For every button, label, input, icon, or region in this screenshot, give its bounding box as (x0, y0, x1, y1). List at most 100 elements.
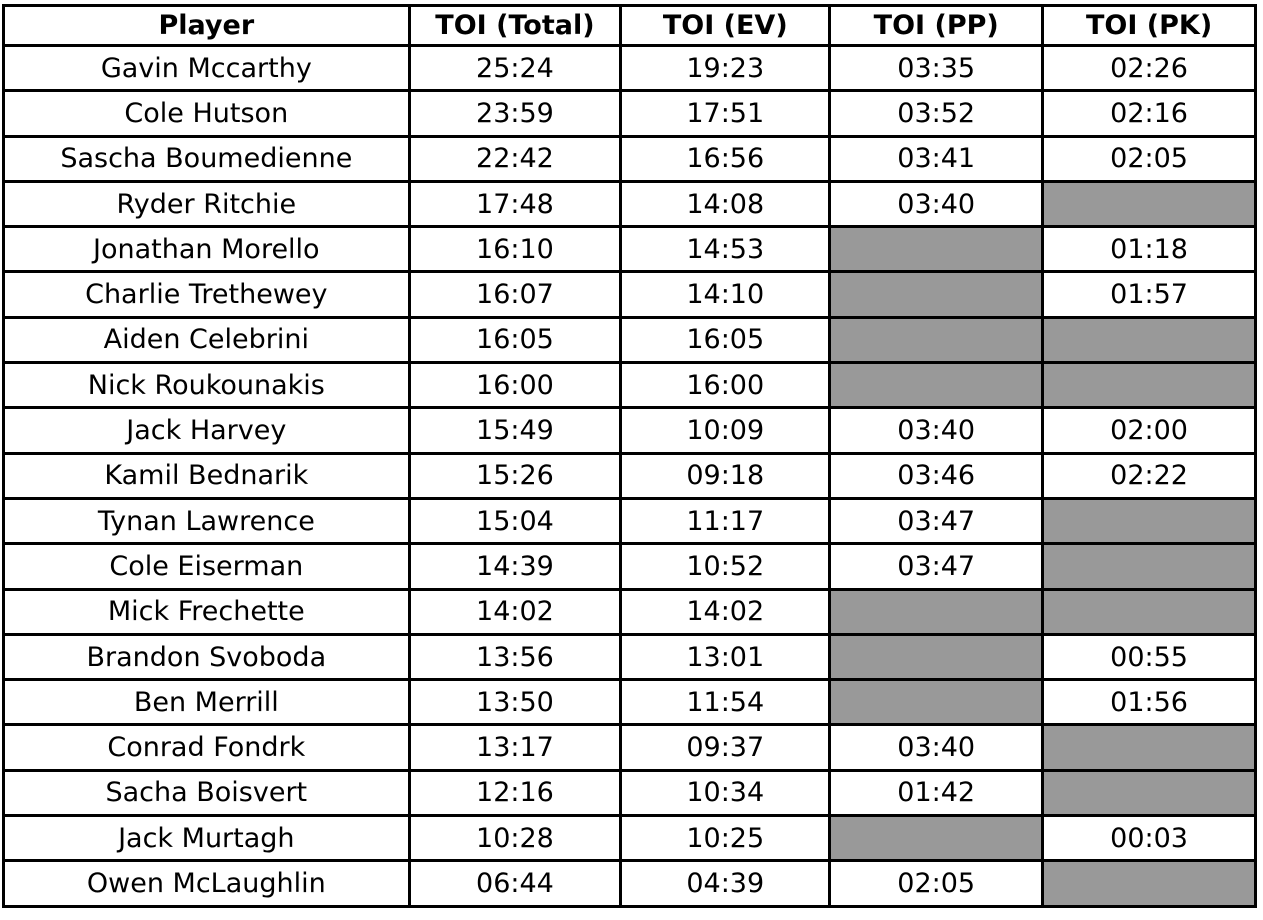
table-row: Owen McLaughlin 06:44 04:39 02:05 (2, 859, 1257, 908)
table-row: Jack Harvey 15:49 10:09 03:40 02:00 (2, 406, 1257, 455)
toi-total-cell: 14:39 (407, 542, 623, 591)
toi-total-cell: 15:26 (407, 451, 623, 500)
toi-ev-cell: 11:17 (619, 496, 832, 546)
toi-ev-cell: 11:54 (619, 678, 832, 727)
toi-pk-cell: 02:22 (1041, 451, 1257, 500)
toi-ev-cell: 10:25 (619, 814, 832, 863)
toi-ev-cell: 16:56 (619, 134, 832, 183)
player-name-cell: Mick Frechette (2, 587, 411, 636)
table-row: Brandon Svoboda 13:56 13:01 00:55 (2, 632, 1257, 682)
player-name-cell: Tynan Lawrence (2, 496, 411, 546)
column-header-toi-ev: TOI (EV) (619, 4, 832, 47)
player-name-cell: Sascha Boumedienne (2, 134, 411, 183)
toi-ev-cell: 14:10 (619, 270, 832, 319)
toi-pp-cell: 03:41 (828, 134, 1045, 183)
toi-pp-cell: 03:47 (828, 542, 1045, 591)
toi-pk-cell: 02:16 (1041, 89, 1257, 138)
toi-table-body: Gavin Mccarthy 25:24 19:23 03:35 02:26 C… (2, 43, 1257, 908)
toi-total-cell: 16:07 (407, 270, 623, 319)
toi-pp-cell (828, 270, 1045, 319)
toi-pp-cell (828, 814, 1045, 863)
player-name-cell: Sacha Boisvert (2, 768, 411, 818)
toi-pp-cell (828, 315, 1045, 365)
toi-total-cell: 14:02 (407, 587, 623, 636)
toi-total-cell: 16:05 (407, 315, 623, 365)
column-header-toi-total: TOI (Total) (407, 4, 623, 47)
toi-pp-cell: 02:05 (828, 859, 1045, 908)
toi-ev-cell: 13:01 (619, 632, 832, 682)
table-row: Gavin Mccarthy 25:24 19:23 03:35 02:26 (2, 43, 1257, 93)
toi-pp-cell: 03:47 (828, 496, 1045, 546)
toi-table: Player TOI (Total) TOI (EV) TOI (PP) TOI… (2, 4, 1257, 908)
toi-total-cell: 13:56 (407, 632, 623, 682)
player-name-cell: Brandon Svoboda (2, 632, 411, 682)
player-name-cell: Jack Harvey (2, 406, 411, 455)
toi-total-cell: 15:04 (407, 496, 623, 546)
column-header-toi-pk: TOI (PK) (1041, 4, 1257, 47)
player-name-cell: Nick Roukounakis (2, 361, 411, 410)
header-row: Player TOI (Total) TOI (EV) TOI (PP) TOI… (2, 4, 1257, 47)
toi-total-cell: 13:50 (407, 678, 623, 727)
table-row: Jack Murtagh 10:28 10:25 00:03 (2, 814, 1257, 863)
toi-pk-cell: 02:05 (1041, 134, 1257, 183)
toi-table-header: Player TOI (Total) TOI (EV) TOI (PP) TOI… (2, 4, 1257, 47)
toi-total-cell: 15:49 (407, 406, 623, 455)
toi-pp-cell: 03:52 (828, 89, 1045, 138)
table-row: Nick Roukounakis 16:00 16:00 (2, 361, 1257, 410)
toi-ev-cell: 17:51 (619, 89, 832, 138)
toi-pp-cell (828, 678, 1045, 727)
player-name-cell: Jack Murtagh (2, 814, 411, 863)
toi-pk-cell (1041, 723, 1257, 772)
table-row: Conrad Fondrk 13:17 09:37 03:40 (2, 723, 1257, 772)
toi-total-cell: 12:16 (407, 768, 623, 818)
toi-pk-cell: 01:57 (1041, 270, 1257, 319)
toi-ev-cell: 16:00 (619, 361, 832, 410)
toi-pk-cell: 00:55 (1041, 632, 1257, 682)
toi-pk-cell: 00:03 (1041, 814, 1257, 863)
table-row: Charlie Trethewey 16:07 14:10 01:57 (2, 270, 1257, 319)
toi-ev-cell: 14:02 (619, 587, 832, 636)
toi-total-cell: 25:24 (407, 43, 623, 93)
toi-pk-cell (1041, 768, 1257, 818)
toi-total-cell: 22:42 (407, 134, 623, 183)
toi-ev-cell: 10:34 (619, 768, 832, 818)
toi-pk-cell (1041, 315, 1257, 365)
toi-pp-cell (828, 632, 1045, 682)
table-row: Aiden Celebrini 16:05 16:05 (2, 315, 1257, 365)
toi-pk-cell (1041, 179, 1257, 229)
player-name-cell: Kamil Bednarik (2, 451, 411, 500)
toi-pp-cell: 03:35 (828, 43, 1045, 93)
toi-total-cell: 23:59 (407, 89, 623, 138)
toi-total-cell: 13:17 (407, 723, 623, 772)
toi-ev-cell: 09:18 (619, 451, 832, 500)
toi-pp-cell (828, 361, 1045, 410)
column-header-toi-pp: TOI (PP) (828, 4, 1045, 47)
column-header-player: Player (2, 4, 411, 47)
toi-pk-cell (1041, 496, 1257, 546)
toi-pk-cell: 02:00 (1041, 406, 1257, 455)
toi-ev-cell: 14:53 (619, 225, 832, 274)
table-row: Sascha Boumedienne 22:42 16:56 03:41 02:… (2, 134, 1257, 183)
player-name-cell: Conrad Fondrk (2, 723, 411, 772)
toi-pk-cell (1041, 587, 1257, 636)
toi-total-cell: 06:44 (407, 859, 623, 908)
toi-pk-cell: 01:56 (1041, 678, 1257, 727)
toi-pp-cell (828, 225, 1045, 274)
player-name-cell: Cole Hutson (2, 89, 411, 138)
table-row: Cole Hutson 23:59 17:51 03:52 02:16 (2, 89, 1257, 138)
table-row: Tynan Lawrence 15:04 11:17 03:47 (2, 496, 1257, 546)
player-name-cell: Ryder Ritchie (2, 179, 411, 229)
table-row: Sacha Boisvert 12:16 10:34 01:42 (2, 768, 1257, 818)
toi-pp-cell: 03:40 (828, 179, 1045, 229)
toi-ev-cell: 09:37 (619, 723, 832, 772)
toi-pk-cell: 02:26 (1041, 43, 1257, 93)
player-name-cell: Jonathan Morello (2, 225, 411, 274)
toi-pk-cell (1041, 361, 1257, 410)
toi-pk-cell (1041, 542, 1257, 591)
toi-pp-cell: 03:46 (828, 451, 1045, 500)
player-name-cell: Gavin Mccarthy (2, 43, 411, 93)
toi-total-cell: 10:28 (407, 814, 623, 863)
toi-total-cell: 16:10 (407, 225, 623, 274)
player-name-cell: Aiden Celebrini (2, 315, 411, 365)
